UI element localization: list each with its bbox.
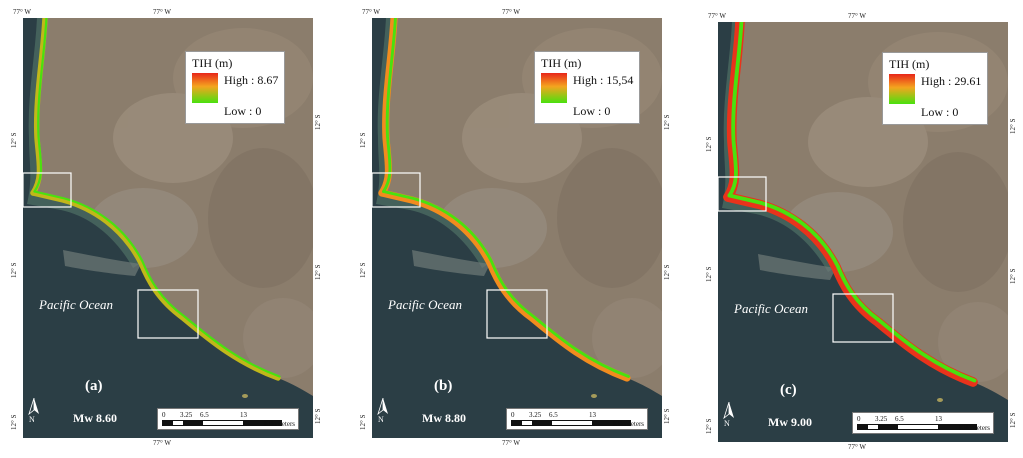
scale-tick: 0 <box>511 411 515 419</box>
legend-low: Low : 0 <box>573 104 611 118</box>
inundation-zone <box>378 189 631 382</box>
lon-label-top-left: 77° W <box>13 8 32 16</box>
inundation-zone <box>727 193 977 383</box>
lat-label-right-2: 12° S <box>1009 268 1017 284</box>
inundation-zone <box>382 190 630 378</box>
map-panel-c: 77° W 77° W 77° W 12° S 12° S 12° S 12° S 12° S… <box>705 13 1017 451</box>
north-arrow-icon: N <box>27 397 41 424</box>
scale-tick: 13 <box>589 411 596 419</box>
map-panel-a: 77° W 77° W 77° W 12° S 12° S 12° S 12° S 12° S… <box>10 9 322 447</box>
inundation-zone <box>33 190 281 378</box>
legend-high: High : 29.61 <box>921 74 982 88</box>
magnitude-label: Mw 8.80 <box>422 411 466 425</box>
north-arrow-icon: N <box>376 397 390 424</box>
lat-label-right-1: 12° S <box>663 114 671 130</box>
scale-tick: 13 <box>935 415 942 423</box>
scale-segments <box>511 420 631 426</box>
map-panel-b: 77° W 77° W 77° W 12° S 12° S 12° S 12° S 12° S… <box>359 9 671 447</box>
lat-label-right-2: 12° S <box>314 264 322 280</box>
north-arrow-icon: N <box>722 401 736 428</box>
scale-segments <box>162 420 282 426</box>
lon-label-bottom-center: 77° W <box>848 443 867 451</box>
inundation-zone <box>727 22 744 198</box>
magnitude-label: Mw 8.60 <box>73 411 117 425</box>
lat-label-right-3: 12° S <box>1009 412 1017 428</box>
scale-unit: Kilometers <box>612 420 644 428</box>
legend-high: High : 8.67 <box>224 73 279 87</box>
lat-label-right-1: 12° S <box>1009 118 1017 134</box>
color-ramp <box>541 73 567 103</box>
lat-label-right-3: 12° S <box>314 408 322 424</box>
legend-title: TIH (m) <box>889 57 930 71</box>
lon-label-top-center: 77° W <box>848 12 867 20</box>
scale-tick: 3.25 <box>875 415 888 423</box>
tih-legend: TIH (m) High : 8.67 Low : 0 <box>185 51 286 124</box>
legend-title: TIH (m) <box>192 56 233 70</box>
legend-high: High : 15,54 <box>573 73 634 87</box>
north-label: N <box>378 415 384 424</box>
inundation-zone <box>30 190 281 381</box>
scale-tick: 6.5 <box>895 415 904 423</box>
scale-segments <box>857 424 977 430</box>
scale-tick: 0 <box>857 415 861 423</box>
lat-label-right-1: 12° S <box>314 114 322 130</box>
scale-bar: 0 3.25 6.5 13 Kilometers <box>852 412 994 434</box>
color-ramp <box>192 73 218 103</box>
lon-label-bottom-center: 77° W <box>502 439 521 447</box>
ocean-label: Pacific Ocean <box>734 301 808 316</box>
magnitude-label: Mw 9.00 <box>768 415 812 429</box>
lon-label-top-left: 77° W <box>362 8 381 16</box>
inundation-zone <box>723 192 978 387</box>
scale-tick: 13 <box>240 411 247 419</box>
scale-bar: 0 3.25 6.5 13 Kilometers <box>506 408 648 430</box>
scale-tick: 6.5 <box>549 411 558 419</box>
legend-title: TIH (m) <box>541 56 582 70</box>
tih-legend: TIH (m) High : 15,54 Low : 0 <box>534 51 641 124</box>
lat-label-left-1: 12° S <box>359 132 367 148</box>
tih-legend: TIH (m) High : 29.61 Low : 0 <box>882 52 989 125</box>
scale-tick: 0 <box>162 411 166 419</box>
legend-low: Low : 0 <box>921 105 959 119</box>
color-ramp <box>889 74 915 104</box>
scale-tick: 3.25 <box>180 411 193 419</box>
panel-letter: (a) <box>85 378 103 394</box>
lat-label-left-3: 12° S <box>359 414 367 430</box>
lat-label-left-2: 12° S <box>359 262 367 278</box>
scale-tick: 6.5 <box>200 411 209 419</box>
north-label: N <box>724 419 730 428</box>
lon-label-top-center: 77° W <box>502 8 521 16</box>
lat-label-right-3: 12° S <box>663 408 671 424</box>
inundation-zone <box>30 18 48 196</box>
panel-letter: (c) <box>780 382 797 398</box>
lat-label-right-2: 12° S <box>663 264 671 280</box>
lon-label-bottom-center: 77° W <box>153 439 172 447</box>
scale-bar: 0 3.25 6.5 13 Kilometers <box>157 408 299 430</box>
scale-tick: 3.25 <box>529 411 542 419</box>
scale-unit: Kilometers <box>958 424 990 432</box>
lon-label-top-center: 77° W <box>153 8 172 16</box>
legend-low: Low : 0 <box>224 104 262 118</box>
lat-label-left-2: 12° S <box>10 262 18 278</box>
lat-label-left-3: 12° S <box>10 414 18 430</box>
north-label: N <box>29 415 35 424</box>
panel-letter: (b) <box>434 378 453 394</box>
lat-label-left-2: 12° S <box>705 266 713 282</box>
scale-unit: Kilometers <box>263 420 295 428</box>
lat-label-left-1: 12° S <box>705 136 713 152</box>
lon-label-top-left: 77° W <box>708 12 727 20</box>
ocean-label: Pacific Ocean <box>39 297 113 312</box>
inundation-zone <box>382 18 397 193</box>
lat-label-left-1: 12° S <box>10 132 18 148</box>
ocean-label: Pacific Ocean <box>388 297 462 312</box>
lat-label-left-3: 12° S <box>705 418 713 434</box>
inundation-zone <box>33 18 48 193</box>
